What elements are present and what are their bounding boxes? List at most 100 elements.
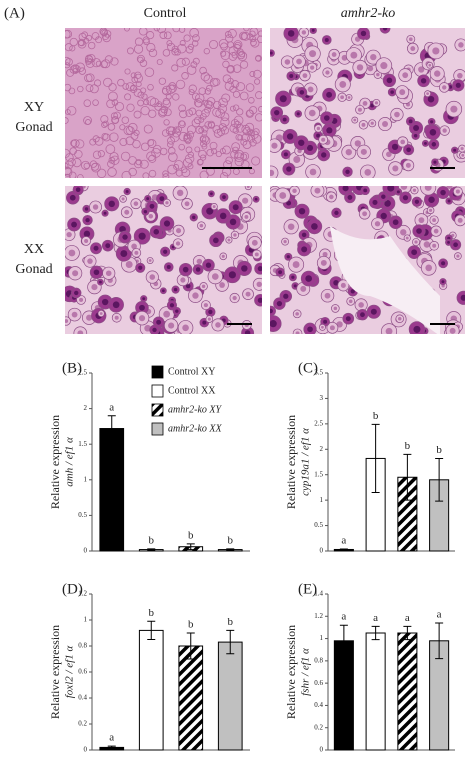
nucleus <box>311 28 315 32</box>
cell <box>142 172 150 178</box>
cell <box>65 117 69 124</box>
nucleus <box>339 80 347 88</box>
cell <box>246 128 254 135</box>
nucleus <box>326 127 333 134</box>
cell <box>237 51 246 60</box>
nucleus <box>333 306 338 311</box>
cell <box>134 37 144 46</box>
nucleus <box>142 297 146 301</box>
nucleus <box>103 211 107 215</box>
nucleus <box>232 295 237 301</box>
cell <box>92 99 99 106</box>
nucleus <box>287 30 295 37</box>
nucleus <box>331 52 337 57</box>
cell <box>176 58 186 68</box>
nucleus <box>461 153 465 157</box>
nucleus <box>406 147 411 153</box>
cell <box>119 137 128 147</box>
cell <box>140 142 150 152</box>
nucleus <box>447 240 450 244</box>
cell <box>187 151 194 158</box>
y-tick-label: 0.2 <box>314 723 323 731</box>
cell <box>158 77 167 85</box>
y-tick-label: 1 <box>320 634 324 642</box>
nucleus <box>208 309 213 315</box>
nucleus <box>316 133 321 138</box>
nucleus <box>134 250 139 255</box>
nucleus <box>358 302 364 308</box>
nucleus <box>456 254 460 258</box>
nucleus <box>410 46 416 51</box>
nucleus <box>433 160 437 164</box>
nucleus <box>447 199 451 203</box>
nucleus <box>326 91 333 98</box>
nucleus <box>175 309 179 313</box>
y-tick-label: 1.2 <box>78 590 87 598</box>
cell <box>65 166 72 176</box>
nucleus <box>336 321 343 328</box>
nucleus <box>325 70 330 75</box>
nucleus <box>99 312 103 315</box>
cell <box>137 91 145 99</box>
nucleus <box>396 190 400 194</box>
column-label: Control <box>144 6 187 21</box>
cell <box>258 106 262 113</box>
nucleus <box>120 250 128 258</box>
significance-letter: a <box>341 611 346 623</box>
cell <box>183 133 193 144</box>
bar <box>365 632 386 751</box>
y-axis-label: cyp19a1 / ef1 α <box>300 428 312 496</box>
nucleus <box>296 58 302 65</box>
cell <box>162 173 170 178</box>
cell <box>199 170 209 178</box>
nucleus <box>385 327 393 334</box>
nucleus <box>101 298 109 306</box>
cell <box>186 130 195 139</box>
cell <box>130 132 139 140</box>
cell <box>215 108 226 119</box>
cell <box>249 30 256 37</box>
nucleus <box>270 51 273 55</box>
column-label: amhr2-ko <box>341 6 395 21</box>
y-axis-label: Relative expression <box>284 625 298 719</box>
nucleus <box>370 121 374 125</box>
nucleus <box>256 281 262 288</box>
nucleus <box>384 199 391 207</box>
cell <box>103 77 113 88</box>
nucleus <box>460 294 465 301</box>
nucleus <box>185 283 191 289</box>
nucleus <box>301 246 308 253</box>
cell <box>171 128 182 138</box>
nucleus <box>293 156 301 164</box>
nucleus <box>207 317 211 321</box>
nucleus <box>87 258 93 264</box>
nucleus <box>114 315 119 320</box>
nucleus <box>286 133 294 140</box>
nucleus <box>219 282 225 288</box>
nucleus <box>329 194 334 200</box>
nucleus <box>91 284 98 291</box>
panel-label: (A) <box>4 5 25 21</box>
nucleus <box>306 144 314 152</box>
nucleus <box>284 59 291 65</box>
nucleus <box>286 255 290 259</box>
y-tick-label: 0.4 <box>314 701 323 709</box>
nucleus <box>386 151 392 158</box>
cell <box>77 38 86 47</box>
y-tick-label: 0.6 <box>314 679 323 687</box>
nucleus <box>254 197 258 201</box>
nucleus <box>416 228 422 234</box>
row-label: Gonad <box>15 120 52 135</box>
cell <box>190 61 198 69</box>
nucleus <box>152 327 157 333</box>
nucleus <box>251 239 258 246</box>
nucleus <box>298 139 305 146</box>
panel-label: (E) <box>298 581 317 597</box>
cell <box>167 147 176 155</box>
nucleus <box>405 162 411 168</box>
cell <box>228 52 238 61</box>
cell <box>85 84 94 92</box>
y-tick-label: 2 <box>320 445 324 453</box>
y-tick-label: 2.5 <box>314 419 323 427</box>
cell <box>220 50 227 57</box>
